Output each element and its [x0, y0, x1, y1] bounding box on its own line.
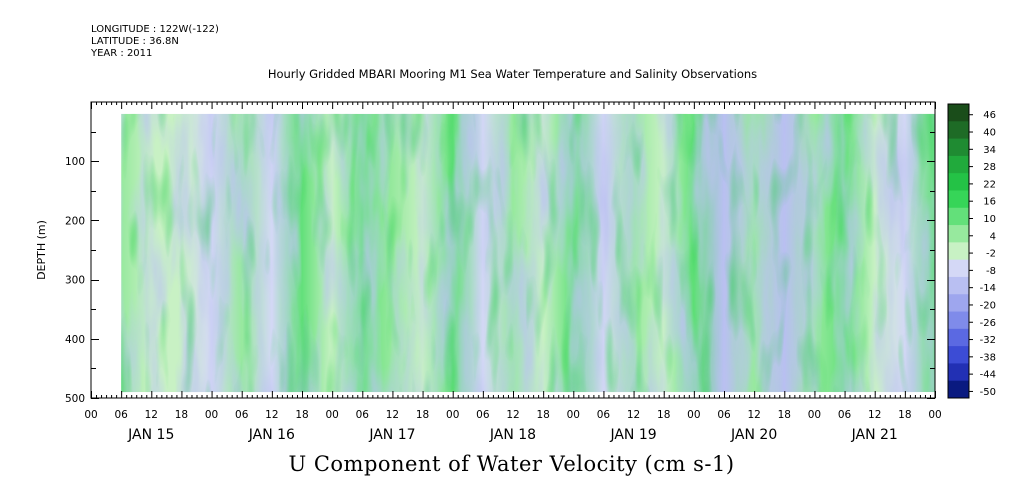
colorbar-tick-label: -2: [986, 249, 996, 260]
colorbar-swatch: [948, 311, 969, 330]
x-hour-label: 06: [838, 409, 852, 421]
colorbar-swatch: [948, 242, 969, 261]
x-hour-label: 00: [325, 409, 338, 421]
variable-title-text: U Component of Water Velocity (cm s-1): [288, 452, 735, 476]
colorbar-swatch: [948, 173, 969, 191]
x-day-label: JAN 21: [851, 427, 898, 443]
x-hour-label: 00: [84, 409, 97, 421]
colorbar-swatch: [948, 155, 969, 174]
x-hour-label: 12: [386, 409, 399, 421]
colorbar-swatch: [948, 363, 969, 382]
x-hour-label: 06: [717, 409, 731, 421]
colorbar-tick-label: -14: [980, 283, 996, 294]
y-tick-label: 300: [65, 275, 85, 287]
x-hour-label: 00: [205, 409, 218, 421]
colorbar-swatch: [948, 104, 969, 122]
x-day-label: JAN 15: [127, 427, 174, 443]
x-hour-label: 00: [446, 409, 459, 421]
x-hour-label: 18: [778, 409, 791, 421]
plot-axes: 00 06 12 18 00 06 12 18 00 06 12 18 00 06 12 18 00 06 12 18…: [35, 101, 942, 443]
x-hour-label: 12: [265, 409, 278, 421]
x-hour-label: 18: [175, 409, 188, 421]
colorbar-swatch: [948, 276, 969, 295]
velocity-field: [121, 113, 935, 393]
plot-title-text: Hourly Gridded MBARI Mooring M1 Sea Wate…: [267, 67, 758, 81]
x-hour-label: 00: [928, 409, 941, 421]
velocity-field-strong: [121, 113, 935, 393]
colorbar-swatch: [948, 190, 969, 209]
x-hour-label: 12: [145, 409, 158, 421]
x-day-label: JAN 17: [368, 427, 415, 443]
colorbar-swatch: [948, 121, 969, 139]
y-axis-label: DEPTH (m): [35, 220, 48, 280]
x-hour-label: 00: [567, 409, 580, 421]
variable-title: U Component of Water Velocity (cm s-1): [0, 452, 1009, 476]
x-hour-label: 18: [657, 409, 670, 421]
x-hour-label: 12: [627, 409, 640, 421]
colorbar-swatch: [948, 346, 969, 364]
y-tick-label: 200: [65, 215, 85, 227]
colorbar-tick-label: -26: [980, 318, 996, 329]
colorbar-tick-label: 34: [983, 145, 996, 156]
colorbar-swatch: [948, 138, 969, 157]
colorbar-tick-label: -32: [980, 335, 996, 346]
y-tick-label: 100: [65, 156, 85, 168]
x-hour-label: 12: [747, 409, 760, 421]
longitude-label: LONGITUDE : 122W(-122): [91, 24, 219, 35]
colorbar-tick-label: -8: [986, 266, 996, 277]
colorbar-tick-label: -20: [980, 300, 996, 311]
x-hour-label: 06: [235, 409, 249, 421]
x-hour-label: 06: [476, 409, 490, 421]
x-hour-label: 12: [868, 409, 881, 421]
x-hour-label: 06: [356, 409, 370, 421]
colorbar-tick-label: 4: [990, 231, 996, 242]
x-day-label: JAN 19: [609, 427, 656, 443]
colorbar-tick-label: 28: [983, 162, 996, 173]
colorbar-tick-label: 40: [983, 128, 996, 139]
latitude-label: LATITUDE : 36.8N: [91, 36, 179, 47]
x-hour-label: 00: [687, 409, 700, 421]
colorbar-tick-label: 22: [983, 179, 996, 190]
x-hour-label: 18: [295, 409, 308, 421]
y-tick-label: 400: [65, 334, 85, 346]
colorbar-frame: [947, 103, 970, 399]
colorbar-swatch: [948, 225, 969, 243]
colorbar-swatch: [948, 294, 969, 312]
colorbar-swatch: [948, 207, 969, 226]
x-hour-label: 18: [416, 409, 429, 421]
year-label: YEAR : 2011: [91, 48, 153, 59]
x-hour-label: 18: [536, 409, 549, 421]
plot-title: Hourly Gridded MBARI Mooring M1 Sea Wate…: [0, 67, 1009, 81]
colorbar-swatch: [948, 328, 969, 347]
x-day-label: JAN 18: [489, 427, 536, 443]
colorbar-tick-label: 10: [983, 214, 996, 225]
x-hour-label: 06: [114, 409, 128, 421]
colorbar-tick-label: 46: [983, 110, 996, 121]
colorbar-tick-label: 16: [983, 197, 996, 208]
x-day-label: JAN 20: [730, 427, 777, 443]
colorbar-swatch: [948, 380, 969, 399]
x-day-label: JAN 16: [248, 427, 295, 443]
colorbar-tick-label: -44: [980, 370, 996, 381]
colorbar-tick-label: -38: [980, 352, 996, 363]
x-hour-label: 00: [808, 409, 821, 421]
x-hour-label: 18: [898, 409, 911, 421]
colorbar: 46 40 34 28 22 16 10 4 -2 -8 -14 -20 -26 -32 -38 -44 -50: [947, 103, 996, 399]
x-hour-label: 12: [506, 409, 519, 421]
x-hour-label: 06: [597, 409, 611, 421]
colorbar-swatch: [948, 259, 969, 278]
colorbar-tick-label: -50: [980, 387, 996, 398]
y-tick-label: 500: [65, 393, 85, 405]
